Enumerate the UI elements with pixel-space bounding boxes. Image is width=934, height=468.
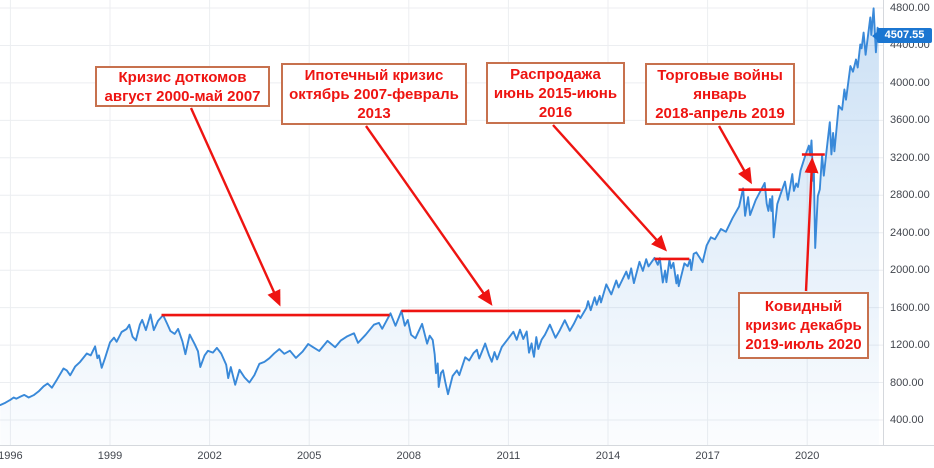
annotation-covid-crisis[interactable]: [801, 153, 825, 292]
crisis-arrow[interactable]: [717, 125, 752, 185]
x-axis-label: 1999: [97, 450, 123, 462]
crisis-arrow[interactable]: [804, 157, 819, 292]
annotation-text: 2013: [357, 104, 391, 122]
y-axis-label: 2800.00: [890, 189, 930, 202]
y-axis-label: 1600.00: [890, 301, 930, 314]
annotation-text: кризис декабрь: [745, 317, 862, 334]
annotation-box-covid-crisis[interactable]: Ковидный кризис декабрь 2019-июль 2020: [738, 292, 869, 359]
x-axis-label: 2005: [296, 450, 322, 462]
price-line: [0, 7, 880, 406]
x-axis-label: 1996: [0, 450, 23, 462]
x-axis-label: 2020: [794, 450, 820, 462]
annotation-text: Торговые войны: [657, 66, 783, 84]
annotation-selloff-2015[interactable]: [552, 124, 690, 261]
price-area: [0, 8, 879, 445]
y-axis-label: 4800.00: [890, 2, 930, 14]
y-axis-label: 4000.00: [890, 76, 930, 89]
x-axis-label: 2011: [496, 450, 521, 462]
annotation-text: 2018-апрель 2019: [655, 104, 785, 122]
y-axis-label: 400.00: [890, 414, 924, 426]
annotation-text: Ипотечный кризис: [304, 66, 444, 84]
annotation-text: Кризис доткомов: [118, 68, 247, 86]
crisis-arrow[interactable]: [365, 125, 493, 306]
crisis-arrow[interactable]: [552, 124, 668, 252]
y-axis-label: 800.00: [890, 376, 924, 389]
annotation-box-trade-wars[interactable]: Торговые войны январь 2018-апрель 2019: [645, 63, 795, 125]
annotation-box-mortgage-crisis[interactable]: Ипотечный кризис октябрь 2007-февраль 2013: [281, 63, 467, 125]
annotation-text: 2016: [538, 103, 573, 121]
y-axis-label: 3600.00: [890, 114, 930, 127]
annotation-text: Ковидный: [764, 298, 843, 315]
annotation-dotcom-crisis[interactable]: [161, 107, 390, 317]
annotation-text: октябрь 2007-февраль: [289, 85, 459, 103]
x-axis-label: 2017: [695, 450, 720, 462]
annotation-box-dotcom-crisis[interactable]: Кризис доткомов август 2000-май 2007: [95, 66, 270, 107]
annotation-box-selloff-2015[interactable]: Распродажа июнь 2015-июнь 2016: [486, 62, 625, 124]
price-axis[interactable]: [883, 0, 934, 468]
annotation-mortgage-crisis[interactable]: [365, 125, 581, 313]
x-axis-label: 2008: [396, 450, 422, 462]
x-axis-label: 2002: [197, 450, 222, 462]
annotation-text: июнь 2015-июнь: [493, 84, 618, 102]
crisis-arrow[interactable]: [189, 107, 281, 307]
x-axis-label: 2014: [595, 450, 621, 462]
y-axis-label: 3200.00: [890, 151, 930, 164]
annotation-text: август 2000-май 2007: [104, 87, 261, 105]
annotation-text: 2019-июль 2020: [745, 336, 862, 353]
annotation-text: Распродажа: [510, 65, 601, 83]
y-axis-label: 2000.00: [890, 264, 930, 277]
y-axis-label: 2400.00: [890, 226, 930, 239]
annotation-trade-wars[interactable]: [717, 125, 781, 191]
annotation-text: январь: [693, 85, 747, 103]
price-badge: 4507.55: [872, 27, 932, 43]
time-axis[interactable]: [0, 445, 934, 468]
y-axis-label: 1200.00: [890, 339, 930, 352]
